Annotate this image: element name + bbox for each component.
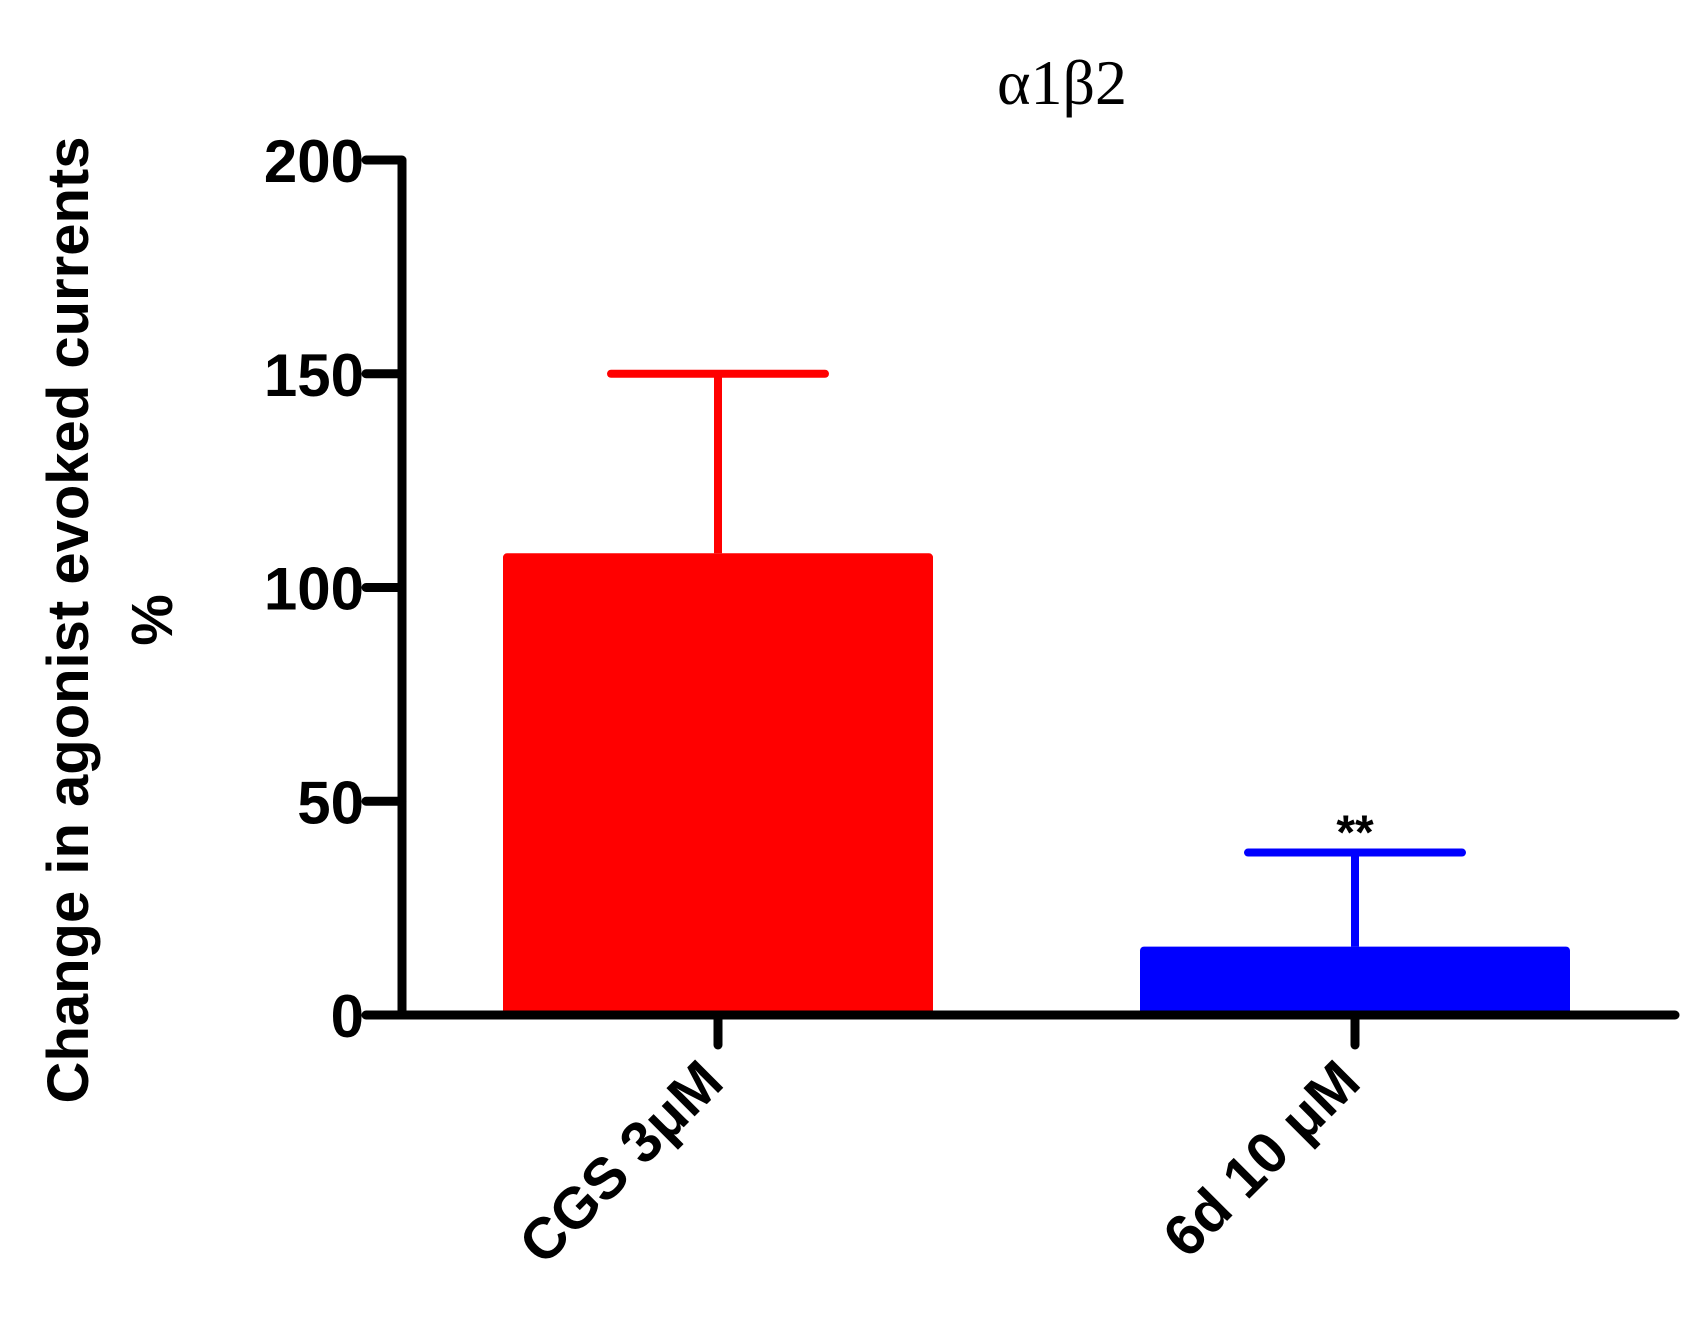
y-axis-label-line2: % (120, 594, 185, 646)
bar-1 (1140, 946, 1570, 1015)
chart-title: α1β2 (997, 47, 1127, 118)
y-tick-label-2: 100 (264, 556, 364, 623)
y-axis-label-line1: Change in agonist evoked currents (36, 137, 101, 1104)
plot-area: ** 0 50 100 150 200 CGS 3μM 6d 10 μM (264, 128, 1680, 1277)
bar-0 (503, 553, 933, 1015)
y-tick-label-0: 0 (331, 983, 364, 1050)
y-tick-label-1: 50 (297, 769, 364, 836)
significance-annotation-0: ** (1336, 807, 1374, 860)
y-tick-label-4: 200 (264, 128, 364, 195)
y-axis-label: Change in agonist evoked currents % (36, 137, 185, 1104)
x-tick-label-1: 6d 10 μM (1151, 1048, 1372, 1269)
y-tick-label-3: 150 (264, 342, 364, 409)
x-tick-label-0: CGS 3μM (507, 1048, 735, 1276)
